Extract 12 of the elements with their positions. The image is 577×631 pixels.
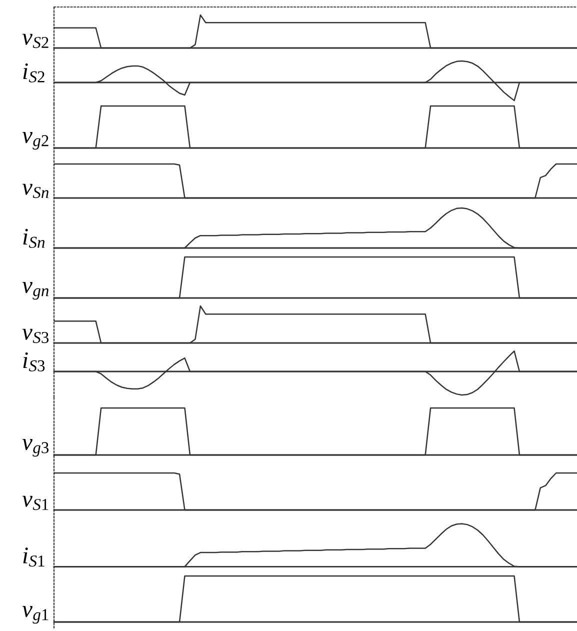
y-axis-title: i$_{Sn}$ <box>23 228 45 248</box>
y-axis-title: v$_{S2}$ <box>22 34 48 48</box>
y-axis-title: i$_{S1}$ <box>23 548 44 567</box>
y-axis-title: v$_{g2}$ <box>22 132 48 150</box>
y-axis-title: v$_{Sn}$ <box>22 184 49 198</box>
y-axis-title: v$_{g1}$ <box>22 606 48 624</box>
y-axis-title: v$_{gn}$ <box>22 282 49 300</box>
y-axis-title: v$_{S1}$ <box>22 496 48 510</box>
y-axis-title: i$_{S3}$ <box>23 352 45 372</box>
y-axis-title: i$_{S2}$ <box>23 63 44 82</box>
y-axis-title: v$_{S3}$ <box>22 328 49 344</box>
y-axis-title: v$_{g3}$ <box>22 439 49 457</box>
